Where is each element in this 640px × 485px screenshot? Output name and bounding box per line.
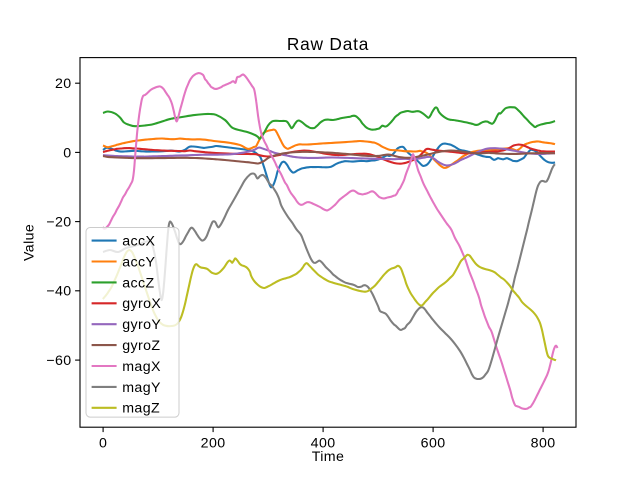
svg-text:−40: −40	[46, 284, 71, 300]
svg-text:magZ: magZ	[122, 401, 160, 417]
svg-text:600: 600	[421, 435, 446, 451]
svg-text:gyroX: gyroX	[122, 296, 161, 312]
svg-text:−20: −20	[46, 215, 71, 231]
svg-text:accY: accY	[122, 254, 155, 270]
svg-text:Raw Data: Raw Data	[287, 34, 369, 54]
svg-text:Time: Time	[312, 449, 345, 465]
svg-text:200: 200	[201, 435, 226, 451]
svg-text:magX: magX	[122, 359, 161, 375]
svg-text:20: 20	[55, 76, 72, 92]
svg-text:−60: −60	[46, 353, 71, 369]
svg-text:accZ: accZ	[122, 275, 154, 291]
svg-text:800: 800	[531, 435, 556, 451]
svg-text:gyroZ: gyroZ	[122, 338, 160, 354]
svg-text:accX: accX	[122, 234, 155, 250]
svg-text:magY: magY	[122, 380, 161, 396]
svg-text:0: 0	[63, 145, 71, 161]
svg-text:gyroY: gyroY	[122, 317, 161, 333]
svg-text:Value: Value	[22, 224, 38, 261]
svg-text:0: 0	[99, 435, 107, 451]
svg-text:400: 400	[311, 435, 336, 451]
